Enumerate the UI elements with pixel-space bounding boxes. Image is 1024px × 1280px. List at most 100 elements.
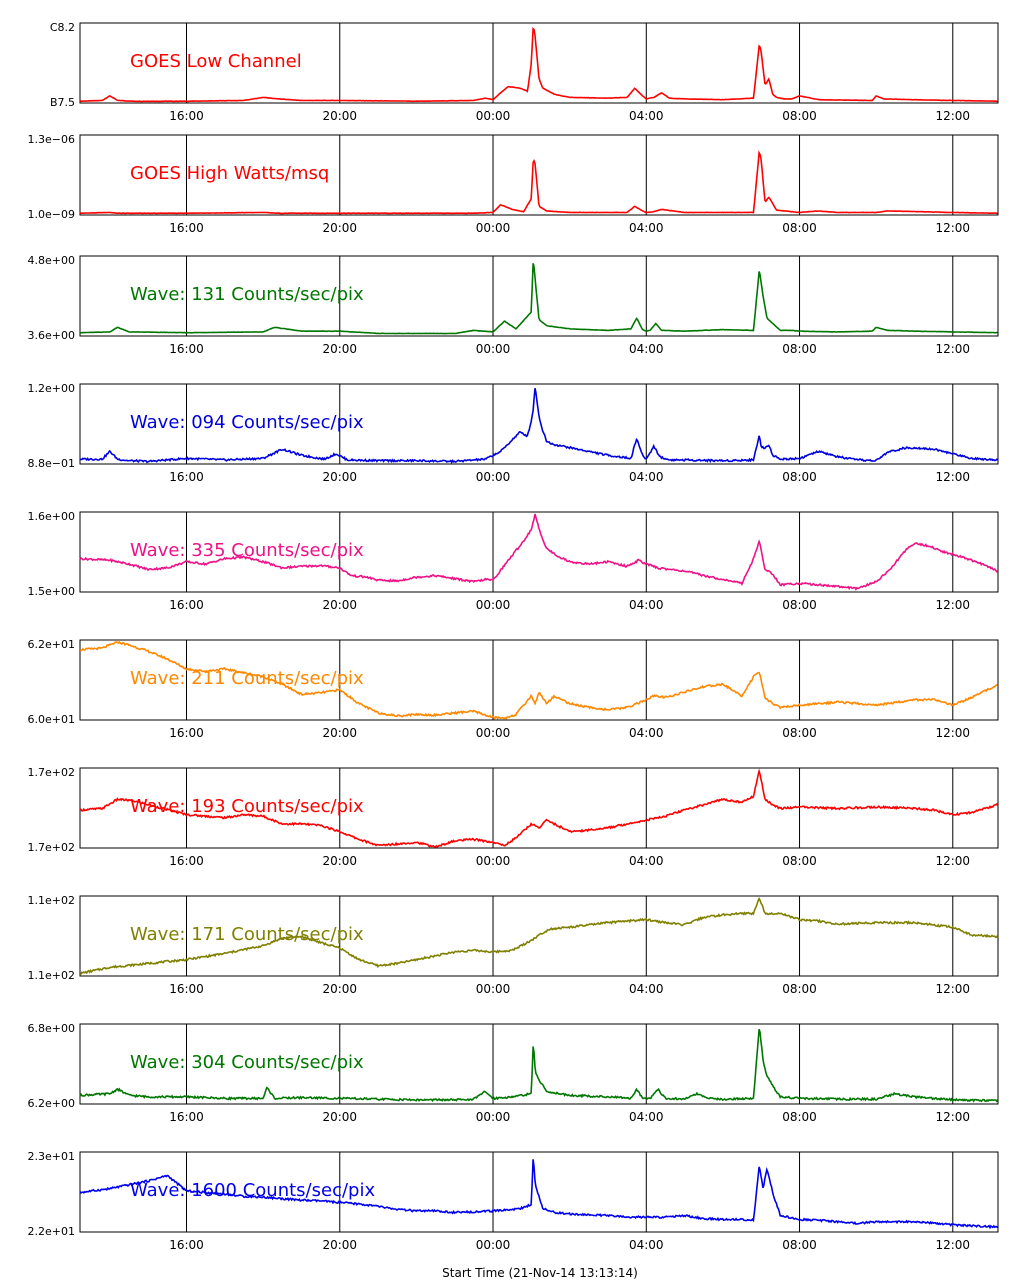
y-max-label: C8.2 — [50, 21, 75, 34]
y-min-label: 1.1e+02 — [28, 969, 75, 982]
x-tick-label: 16:00 — [169, 1238, 204, 1252]
x-tick-label: 20:00 — [322, 470, 357, 484]
x-tick-label: 08:00 — [782, 854, 817, 868]
x-tick-label: 12:00 — [935, 982, 970, 996]
x-tick-label: 04:00 — [629, 470, 664, 484]
series-title: Wave: 1600 Counts/sec/pix — [130, 1180, 375, 1201]
x-tick-label: 00:00 — [476, 342, 511, 356]
x-tick-label: 16:00 — [169, 726, 204, 740]
series-line — [79, 388, 999, 464]
series-title: Wave: 193 Counts/sec/pix — [130, 796, 364, 817]
y-max-label: 2.3e+01 — [28, 1150, 75, 1163]
panel-frame — [79, 639, 999, 721]
y-max-label: 1.1e+02 — [28, 894, 75, 907]
x-tick-label: 00:00 — [476, 854, 511, 868]
x-tick-label: 00:00 — [476, 470, 511, 484]
panels-group: 16:00 20:00 00:00 04:00 08:00 12:00 C8.2 B7.5 GO… — [28, 21, 999, 1252]
x-tick-label: 20:00 — [322, 854, 357, 868]
x-tick-label: 08:00 — [782, 1238, 817, 1252]
y-max-label: 1.7e+02 — [28, 766, 75, 779]
panel-5: 16:00 20:00 00:00 04:00 08:00 12:00 1.6e+00 1.5… — [28, 510, 999, 612]
x-tick-label: 08:00 — [782, 342, 817, 356]
panel-4: 16:00 20:00 00:00 04:00 08:00 12:00 1.2e+00 8.8… — [28, 382, 999, 484]
series-line — [79, 896, 999, 975]
x-tick-label: 04:00 — [629, 1238, 664, 1252]
x-tick-label: 12:00 — [935, 598, 970, 612]
x-tick-label: 12:00 — [935, 470, 970, 484]
x-tick-label: 12:00 — [935, 109, 970, 123]
series-line — [79, 1159, 999, 1230]
series-title: Wave: 131 Counts/sec/pix — [130, 284, 364, 305]
panel-frame — [79, 383, 999, 465]
x-tick-label: 00:00 — [476, 221, 511, 235]
x-tick-label: 20:00 — [322, 109, 357, 123]
panel-2: 16:00 20:00 00:00 04:00 08:00 12:00 1.3e−06 1.0… — [28, 133, 999, 235]
x-tick-label: 12:00 — [935, 726, 970, 740]
y-max-label: 1.6e+00 — [28, 510, 75, 523]
x-tick-label: 16:00 — [169, 854, 204, 868]
y-max-label: 1.2e+00 — [28, 382, 75, 395]
x-tick-label: 20:00 — [322, 1238, 357, 1252]
panel-8: 16:00 20:00 00:00 04:00 08:00 12:00 1.1e+02 1.1… — [28, 894, 999, 996]
x-tick-label: 04:00 — [629, 221, 664, 235]
y-min-label: 6.2e+00 — [28, 1097, 75, 1110]
panel-9: 16:00 20:00 00:00 04:00 08:00 12:00 6.8e+00 6.2… — [28, 1022, 999, 1124]
x-tick-label: 00:00 — [476, 109, 511, 123]
panel-3: 16:00 20:00 00:00 04:00 08:00 12:00 4.8e+00 3.6… — [28, 254, 999, 356]
y-min-label: 1.0e−09 — [28, 208, 75, 221]
x-tick-label: 16:00 — [169, 109, 204, 123]
y-max-label: 6.8e+00 — [28, 1022, 75, 1035]
x-tick-label: 04:00 — [629, 854, 664, 868]
y-min-label: 1.5e+00 — [28, 585, 75, 598]
panel-frame — [79, 1151, 999, 1233]
x-tick-label: 12:00 — [935, 342, 970, 356]
x-tick-label: 20:00 — [322, 1110, 357, 1124]
x-tick-label: 20:00 — [322, 982, 357, 996]
x-tick-label: 16:00 — [169, 1110, 204, 1124]
series-line — [80, 263, 998, 335]
series-title: GOES High Watts/msq — [130, 163, 329, 184]
y-min-label: 1.7e+02 — [28, 841, 75, 854]
x-tick-label: 20:00 — [322, 221, 357, 235]
y-min-label: 6.0e+01 — [28, 713, 75, 726]
x-tick-label: 12:00 — [935, 1238, 970, 1252]
x-tick-label: 00:00 — [476, 726, 511, 740]
x-tick-label: 04:00 — [629, 109, 664, 123]
x-tick-label: 16:00 — [169, 598, 204, 612]
y-min-label: B7.5 — [50, 96, 75, 109]
panel-10: 16:00 20:00 00:00 04:00 08:00 12:00 2.3e+01 2.2… — [28, 1150, 999, 1252]
y-max-label: 1.3e−06 — [28, 133, 75, 146]
y-max-label: 6.2e+01 — [28, 638, 75, 651]
x-tick-label: 00:00 — [476, 1110, 511, 1124]
x-tick-label: 08:00 — [782, 726, 817, 740]
x-tick-label: 08:00 — [782, 982, 817, 996]
x-tick-label: 12:00 — [935, 1110, 970, 1124]
y-min-label: 8.8e−01 — [28, 457, 75, 470]
series-line — [79, 640, 998, 720]
series-line — [79, 768, 999, 848]
x-tick-label: 16:00 — [169, 982, 204, 996]
x-tick-label: 20:00 — [322, 342, 357, 356]
x-tick-label: 08:00 — [782, 1110, 817, 1124]
x-tick-label: 00:00 — [476, 598, 511, 612]
y-min-label: 3.6e+00 — [28, 329, 75, 342]
x-tick-label: 00:00 — [476, 982, 511, 996]
series-line — [79, 27, 998, 103]
series-line — [79, 150, 998, 215]
x-tick-label: 16:00 — [169, 470, 204, 484]
start-time-label: Start Time (21-Nov-14 13:13:14) — [442, 1266, 638, 1280]
panel-1: 16:00 20:00 00:00 04:00 08:00 12:00 C8.2 B7.5 GO… — [50, 21, 999, 123]
x-tick-label: 04:00 — [629, 598, 664, 612]
panel-6: 16:00 20:00 00:00 04:00 08:00 12:00 6.2e+01 6.0… — [28, 638, 999, 740]
x-tick-label: 12:00 — [935, 854, 970, 868]
x-tick-label: 00:00 — [476, 1238, 511, 1252]
series-title: Wave: 094 Counts/sec/pix — [130, 412, 364, 433]
series-line — [79, 1028, 999, 1103]
x-tick-label: 20:00 — [322, 726, 357, 740]
x-tick-label: 08:00 — [782, 598, 817, 612]
x-tick-label: 08:00 — [782, 109, 817, 123]
panel-frame — [79, 895, 999, 977]
x-tick-label: 04:00 — [629, 1110, 664, 1124]
y-max-label: 4.8e+00 — [28, 254, 75, 267]
